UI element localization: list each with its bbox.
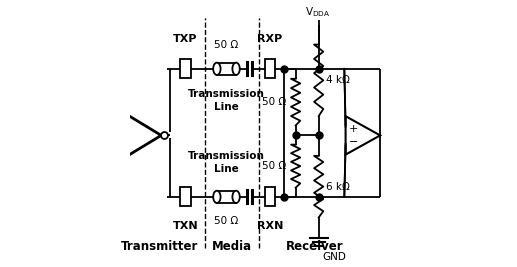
Text: −: −: [348, 137, 358, 147]
FancyBboxPatch shape: [217, 63, 236, 75]
FancyBboxPatch shape: [217, 191, 236, 203]
Text: 4 kΩ: 4 kΩ: [326, 75, 349, 85]
Text: Receiver: Receiver: [286, 240, 344, 253]
Text: V$_{\mathsf{DDA}}$: V$_{\mathsf{DDA}}$: [305, 5, 330, 19]
Text: Transmission
Line: Transmission Line: [188, 151, 265, 174]
Text: RXP: RXP: [257, 34, 283, 45]
Text: 50 Ω: 50 Ω: [215, 216, 239, 226]
Ellipse shape: [233, 63, 240, 75]
Text: TXP: TXP: [173, 34, 197, 45]
Text: TXN: TXN: [173, 221, 199, 231]
Text: Transmitter: Transmitter: [121, 240, 199, 253]
Bar: [180, 59, 191, 78]
Bar: [265, 59, 276, 78]
Text: Transmission
Line: Transmission Line: [188, 89, 265, 112]
Text: RXN: RXN: [257, 221, 283, 231]
Ellipse shape: [213, 63, 221, 75]
Text: 50 Ω: 50 Ω: [263, 97, 286, 107]
Text: 6 kΩ: 6 kΩ: [326, 182, 349, 192]
Ellipse shape: [233, 191, 240, 203]
Bar: [180, 187, 191, 206]
Text: Media: Media: [211, 240, 252, 253]
Text: 50 Ω: 50 Ω: [215, 40, 239, 50]
Text: GND: GND: [323, 252, 346, 262]
Text: 50 Ω: 50 Ω: [263, 161, 286, 171]
Ellipse shape: [213, 191, 221, 203]
Bar: [265, 187, 276, 206]
Text: +: +: [348, 124, 358, 134]
